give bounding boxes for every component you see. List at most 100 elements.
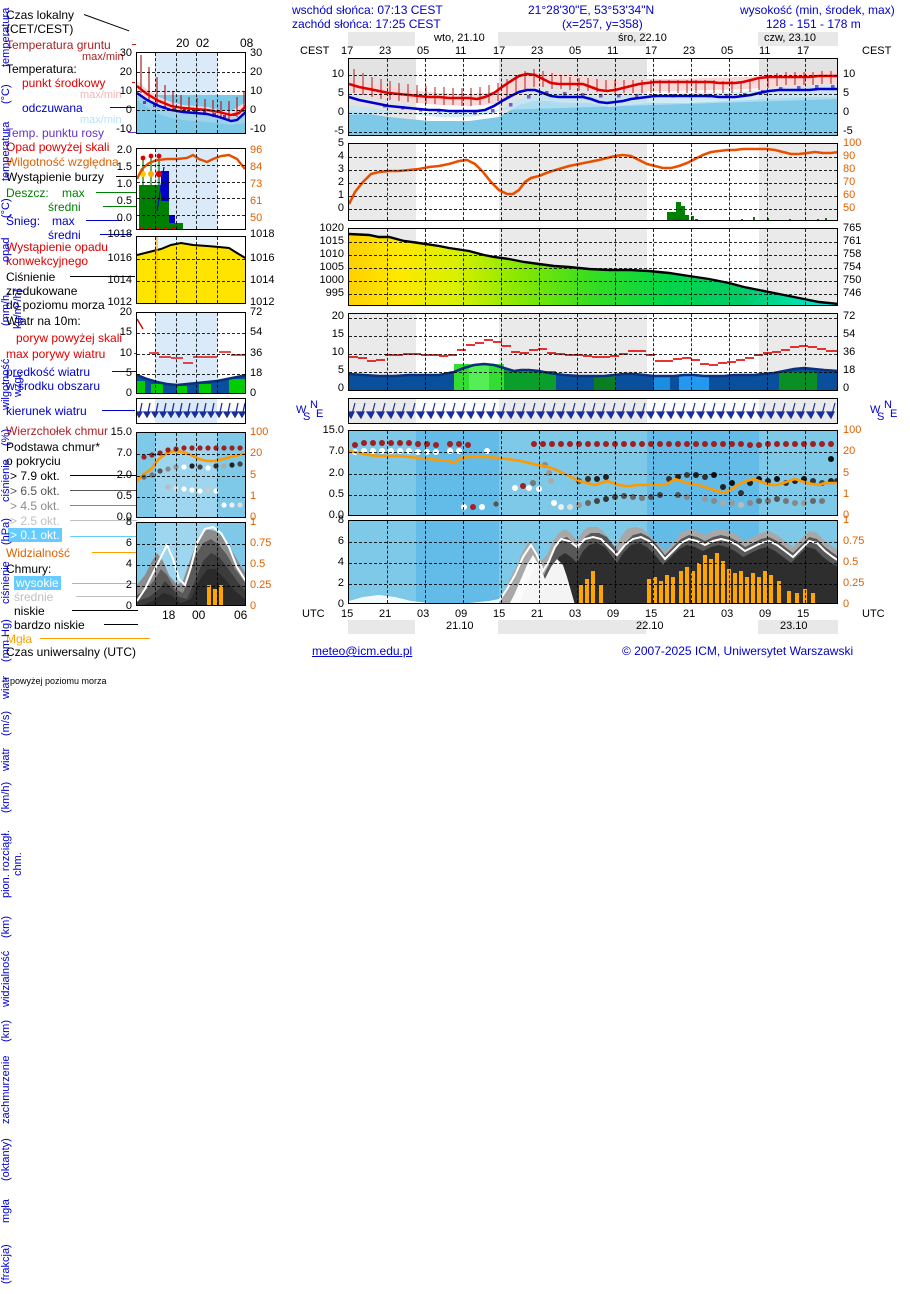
main-wind-grid <box>349 314 837 390</box>
main-day-label-1: śro, 22.10 <box>618 32 667 44</box>
small-presR-axis-1: 1016 <box>250 252 275 264</box>
legend-conv-precip-1: Wystąpienie opadu <box>6 240 108 254</box>
main-precip-tick-0: 5 <box>337 137 344 149</box>
legend-gust-over: poryw powyżej skali <box>16 331 123 345</box>
leader-okt-25 <box>70 520 137 521</box>
small-hum-axis-0: 96 <box>250 144 263 156</box>
main-fog-axis-unit: (frakcja) <box>0 1244 12 1284</box>
night-band-0 <box>349 144 416 220</box>
legend-ground-temp: Temperatura gruntu <box>6 38 111 52</box>
leader-cloud-mid <box>76 596 138 597</box>
small-pres-axis-3: 1012 <box>107 296 132 308</box>
main-temp-tick-1: 5 <box>337 87 344 99</box>
small-tick-bot-1: 00 <box>192 608 206 622</box>
main-windR-tick-3: 18 <box>843 364 856 376</box>
main-hour-bot-4: 15 <box>493 608 506 620</box>
main-hour-bot-0: 15 <box>341 608 354 620</box>
small-precip-panel <box>136 148 246 230</box>
main-winddir-compass-right-s: S <box>877 411 885 423</box>
legend-wind-speed-1: prędkość wiatru <box>6 365 91 379</box>
legend-wind-dir: kierunek wiatru <box>6 404 87 418</box>
leader-rain-avg <box>103 206 145 207</box>
main-hour-top-2: 05 <box>417 45 430 57</box>
main-pres-axis-unit: (hPa) <box>0 518 12 546</box>
leader-fog <box>40 638 150 639</box>
legend-temperature: Temperatura: <box>6 62 77 76</box>
legend-snow: Śnieg: <box>6 214 41 228</box>
main-utc-label-left: UTC <box>302 608 325 620</box>
main-day-bottom-1: 22.10 <box>636 620 664 632</box>
leader-cloud-vlow <box>104 624 138 625</box>
small-temp-axisR-0: 30 <box>250 47 263 59</box>
main-hour-bot-2: 03 <box>417 608 430 620</box>
main-hum-tick-2: 80 <box>843 163 856 175</box>
main-pres-tick-2: 1010 <box>319 248 344 260</box>
small-pressure-grid <box>137 237 245 303</box>
main-presR-tick-2: 758 <box>843 248 862 260</box>
main-fog-tick-0: 1 <box>843 514 850 526</box>
main-day-label-2: czw, 23.10 <box>764 32 816 44</box>
main-tempR-axis-unit: (°C) <box>0 198 12 218</box>
small-wind-axis-0: 20 <box>119 306 132 318</box>
main-pressure-grid <box>349 229 837 305</box>
main-vis-axis-title: widzialność <box>0 950 12 1008</box>
main-day-bottom-0: 21.10 <box>446 620 474 632</box>
main-hour-top-11: 11 <box>759 45 771 57</box>
main-precip-tick-1: 4 <box>337 150 344 162</box>
main-temp-axis-unit: (°C) <box>0 84 12 104</box>
small-windR-axis-0: 72 <box>250 306 263 318</box>
small-cov-axis-3: 2 <box>125 579 132 591</box>
leader-dewpoint <box>128 132 136 133</box>
night-band <box>155 399 217 423</box>
small-cext-axis-0: 15.0 <box>110 426 132 438</box>
main-precip-tick-5: 0 <box>337 202 344 214</box>
small-temp-axisR-1: 20 <box>250 66 263 78</box>
main-cext-tick-4: 0.0 <box>328 509 344 521</box>
small-pres-axis-2: 1014 <box>107 274 132 286</box>
main-cover-tick-0: 8 <box>337 514 344 526</box>
main-hour-top-10: 05 <box>721 45 734 57</box>
legend-cloud-base-1: Podstawa chmur* <box>6 440 101 454</box>
main-wind-tick-2: 10 <box>331 346 344 358</box>
legend-rain-avg: średni <box>48 200 81 214</box>
main-hour-bot-7: 09 <box>607 608 620 620</box>
main-winddir-compass-right-n: N <box>884 399 892 411</box>
leader-visibility <box>92 552 150 553</box>
small-temp-axis-1: 20 <box>119 66 132 78</box>
main-precip-tick-2: 3 <box>337 163 344 175</box>
small-cloudext-panel <box>136 432 246 518</box>
main-fog-tick-1: 0.75 <box>843 535 865 547</box>
main-fog-tick-4: 0 <box>843 598 850 610</box>
main-hour-top-3: 11 <box>455 45 467 57</box>
main-hour-top-4: 17 <box>493 45 506 57</box>
main-wind-tick-1: 15 <box>331 328 344 340</box>
small-temp-axis-3: 0 <box>125 104 132 116</box>
contact-email-link[interactable]: meteo@icm.edu.pl <box>312 644 413 658</box>
main-hour-bot-6: 03 <box>569 608 582 620</box>
main-pres-tick-1: 1015 <box>319 235 344 247</box>
small-temp-axisR-2: 10 <box>250 85 263 97</box>
main-temp-tick-2: 0 <box>337 106 344 118</box>
main-precip-axis-unit: (mm/h, kg/m²/h) <box>0 288 24 330</box>
small-windR-axis-2: 36 <box>250 347 263 359</box>
main-cover-panel <box>348 520 838 604</box>
main-winddir-panel <box>348 398 838 424</box>
legend-temp-mid: punkt środkowy <box>22 76 106 90</box>
legend-apparent-sub: max/min <box>80 114 122 126</box>
small-wind-panel <box>136 312 246 394</box>
legend-dewpoint: Temp. punktu rosy <box>6 126 105 140</box>
main-hour-bot-10: 03 <box>721 608 734 620</box>
main-hour-top-8: 17 <box>645 45 658 57</box>
main-hour-top-12: 17 <box>797 45 810 57</box>
small-temp-axis-2: 10 <box>119 85 132 97</box>
main-hour-bot-11: 09 <box>759 608 772 620</box>
legend-temp-mid-sub: max/min <box>80 89 122 101</box>
main-cover-tick-3: 2 <box>337 577 344 589</box>
small-tick-bot-0: 18 <box>162 608 176 622</box>
main-presR-tick-4: 750 <box>843 274 862 286</box>
main-pres-tick-0: 1020 <box>319 222 344 234</box>
main-hum-tick-0: 100 <box>843 137 862 149</box>
leader-wind-speed <box>112 371 136 372</box>
main-winddir-compass-left-w: W <box>296 404 307 416</box>
legend-pressure-3: do poziomu morza <box>6 298 105 312</box>
